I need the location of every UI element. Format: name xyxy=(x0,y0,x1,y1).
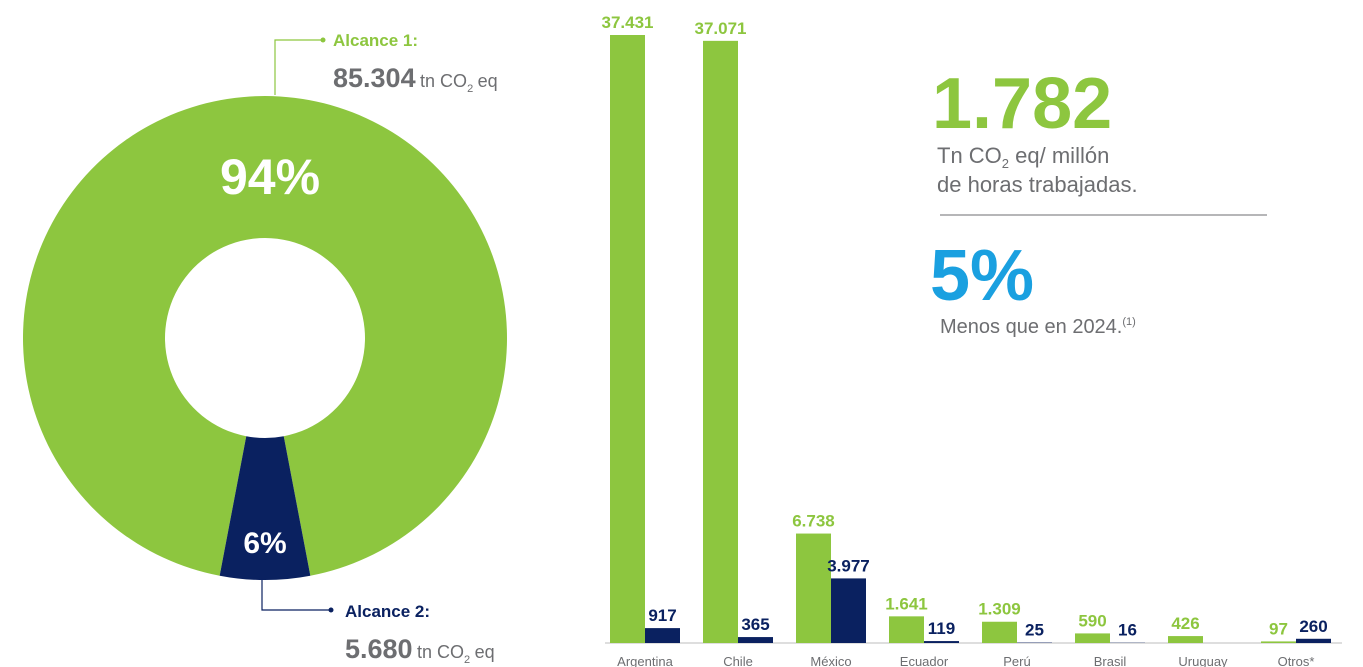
bar xyxy=(924,641,959,643)
unit: tn CO xyxy=(417,642,464,662)
x-tick-label: Perú xyxy=(1003,654,1030,667)
highlight-text: Menos que en 2024.(1) xyxy=(940,316,1136,338)
text: eq/ millón xyxy=(1015,143,1109,168)
bar xyxy=(1261,641,1296,643)
unit-end: eq xyxy=(478,71,498,91)
value-label: 6.738 xyxy=(792,512,835,531)
callout-label: Alcance 2: xyxy=(345,602,430,621)
unit-sub: 2 xyxy=(467,83,473,95)
x-tick-label: Ecuador xyxy=(900,654,949,667)
bar xyxy=(831,578,866,643)
bar xyxy=(645,628,680,643)
value-label: 917 xyxy=(648,606,676,625)
x-tick-label: Chile xyxy=(723,654,753,667)
callout-label: Alcance 1: xyxy=(333,31,418,50)
x-tick-label: México xyxy=(810,654,851,667)
bar xyxy=(610,35,645,643)
bar xyxy=(703,40,738,644)
callout-value: 5.680 tn CO2 eq xyxy=(345,634,495,667)
unit-end: eq xyxy=(475,642,495,662)
callout-line xyxy=(274,39,322,95)
text: Menos que en 2024. xyxy=(940,316,1122,338)
callout-dot xyxy=(320,37,326,43)
x-tick-label: Uruguay xyxy=(1178,654,1228,667)
value-label: 25 xyxy=(1025,621,1044,640)
segment-label: 6% xyxy=(243,527,286,560)
unit: tn CO xyxy=(420,71,467,91)
callout-dot xyxy=(328,607,334,613)
value-label: 365 xyxy=(741,615,769,634)
value: 85.304 xyxy=(333,63,416,93)
x-tick-label: Brasil xyxy=(1094,654,1127,667)
value-label: 16 xyxy=(1118,621,1137,640)
highlight-value: 1.782 xyxy=(932,64,1112,144)
callout-line xyxy=(261,578,330,611)
value-label: 426 xyxy=(1171,614,1199,633)
value-label: 37.431 xyxy=(602,13,654,32)
callout-value: 85.304 tn CO2 eq xyxy=(333,63,498,96)
unit-sub: 2 xyxy=(464,654,470,666)
donut-segment xyxy=(23,95,507,576)
value-label: 590 xyxy=(1078,611,1106,630)
text-sub: 2 xyxy=(1002,156,1009,171)
text: Tn CO xyxy=(937,143,1002,168)
value-label: 1.641 xyxy=(885,594,928,613)
footnote: (1) xyxy=(1122,316,1135,328)
bar xyxy=(796,533,831,643)
bar-chart: Argentina 37.431 917 Chile 37.071 365 México 6.… xyxy=(602,13,1342,667)
donut-segment xyxy=(219,436,311,580)
value-label: 37.071 xyxy=(695,19,747,38)
segment-label: 94% xyxy=(220,149,320,205)
bar xyxy=(1168,636,1203,643)
highlight-value: 5% xyxy=(930,236,1034,316)
bar xyxy=(982,621,1017,643)
value-label: 119 xyxy=(928,619,955,638)
x-tick-label: Argentina xyxy=(617,654,673,667)
value-label: 97 xyxy=(1269,619,1288,638)
x-tick-label: Otros* xyxy=(1278,654,1315,667)
value: 5.680 xyxy=(345,634,413,664)
bar xyxy=(1296,638,1331,643)
value-label: 260 xyxy=(1299,617,1327,636)
highlight-text: de horas trabajadas. xyxy=(937,172,1138,197)
bar xyxy=(738,637,773,643)
value-label: 3.977 xyxy=(827,556,870,575)
bar xyxy=(889,616,924,643)
donut-chart: 94% 6% xyxy=(23,95,507,580)
value-label: 1.309 xyxy=(978,600,1021,619)
highlight-text: Tn CO2 eq/ millón xyxy=(937,143,1109,173)
bar xyxy=(1075,633,1110,643)
